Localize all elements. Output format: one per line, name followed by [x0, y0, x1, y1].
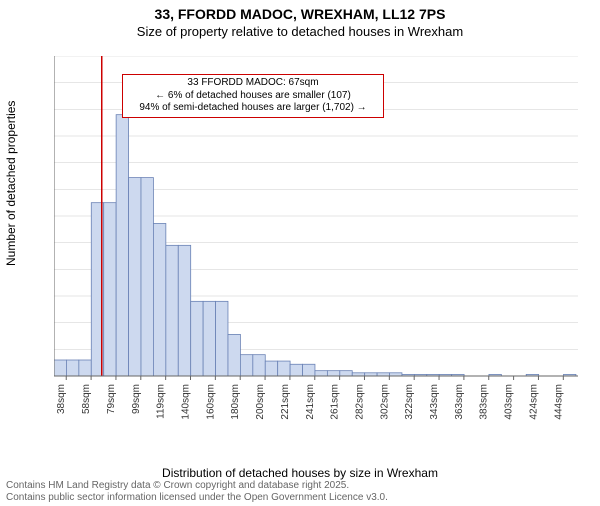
annotation-line1: 33 FFORDD MADOC: 67sqm: [127, 77, 379, 90]
page-title: 33, FFORDD MADOC, WREXHAM, LL12 7PS: [0, 6, 600, 22]
svg-text:99sqm: 99sqm: [131, 384, 142, 414]
page-subtitle: Size of property relative to detached ho…: [0, 24, 600, 39]
y-axis-label: Number of detached properties: [4, 101, 18, 266]
svg-text:302sqm: 302sqm: [379, 384, 390, 420]
footnote-line2: Contains public sector information licen…: [6, 492, 388, 504]
svg-text:58sqm: 58sqm: [81, 384, 92, 414]
svg-text:322sqm: 322sqm: [404, 384, 415, 420]
svg-text:119sqm: 119sqm: [156, 384, 167, 419]
svg-text:180sqm: 180sqm: [230, 384, 241, 420]
svg-text:363sqm: 363sqm: [454, 384, 465, 420]
svg-text:241sqm: 241sqm: [305, 384, 316, 420]
svg-text:140sqm: 140sqm: [181, 384, 192, 420]
svg-text:424sqm: 424sqm: [528, 384, 539, 420]
marker-annotation: 33 FFORDD MADOC: 67sqm ← 6% of detached …: [122, 74, 384, 118]
svg-text:282sqm: 282sqm: [354, 384, 365, 420]
footnote-line1: Contains HM Land Registry data © Crown c…: [6, 480, 388, 492]
svg-text:200sqm: 200sqm: [255, 384, 266, 420]
svg-text:403sqm: 403sqm: [504, 384, 515, 420]
histogram-chart: 05010015020025030035040045050055060038sq…: [54, 56, 578, 426]
svg-text:444sqm: 444sqm: [553, 384, 564, 420]
annotation-line3: 94% of semi-detached houses are larger (…: [127, 102, 379, 115]
svg-text:38sqm: 38sqm: [56, 384, 67, 414]
svg-text:343sqm: 343sqm: [429, 384, 440, 420]
annotation-line2: ← 6% of detached houses are smaller (107…: [127, 90, 379, 103]
footnote: Contains HM Land Registry data © Crown c…: [6, 480, 388, 504]
svg-text:383sqm: 383sqm: [479, 384, 490, 420]
x-axis-label: Distribution of detached houses by size …: [0, 466, 600, 480]
svg-text:261sqm: 261sqm: [330, 384, 341, 420]
svg-text:79sqm: 79sqm: [106, 384, 117, 414]
svg-text:160sqm: 160sqm: [205, 384, 216, 420]
svg-text:221sqm: 221sqm: [280, 384, 291, 420]
